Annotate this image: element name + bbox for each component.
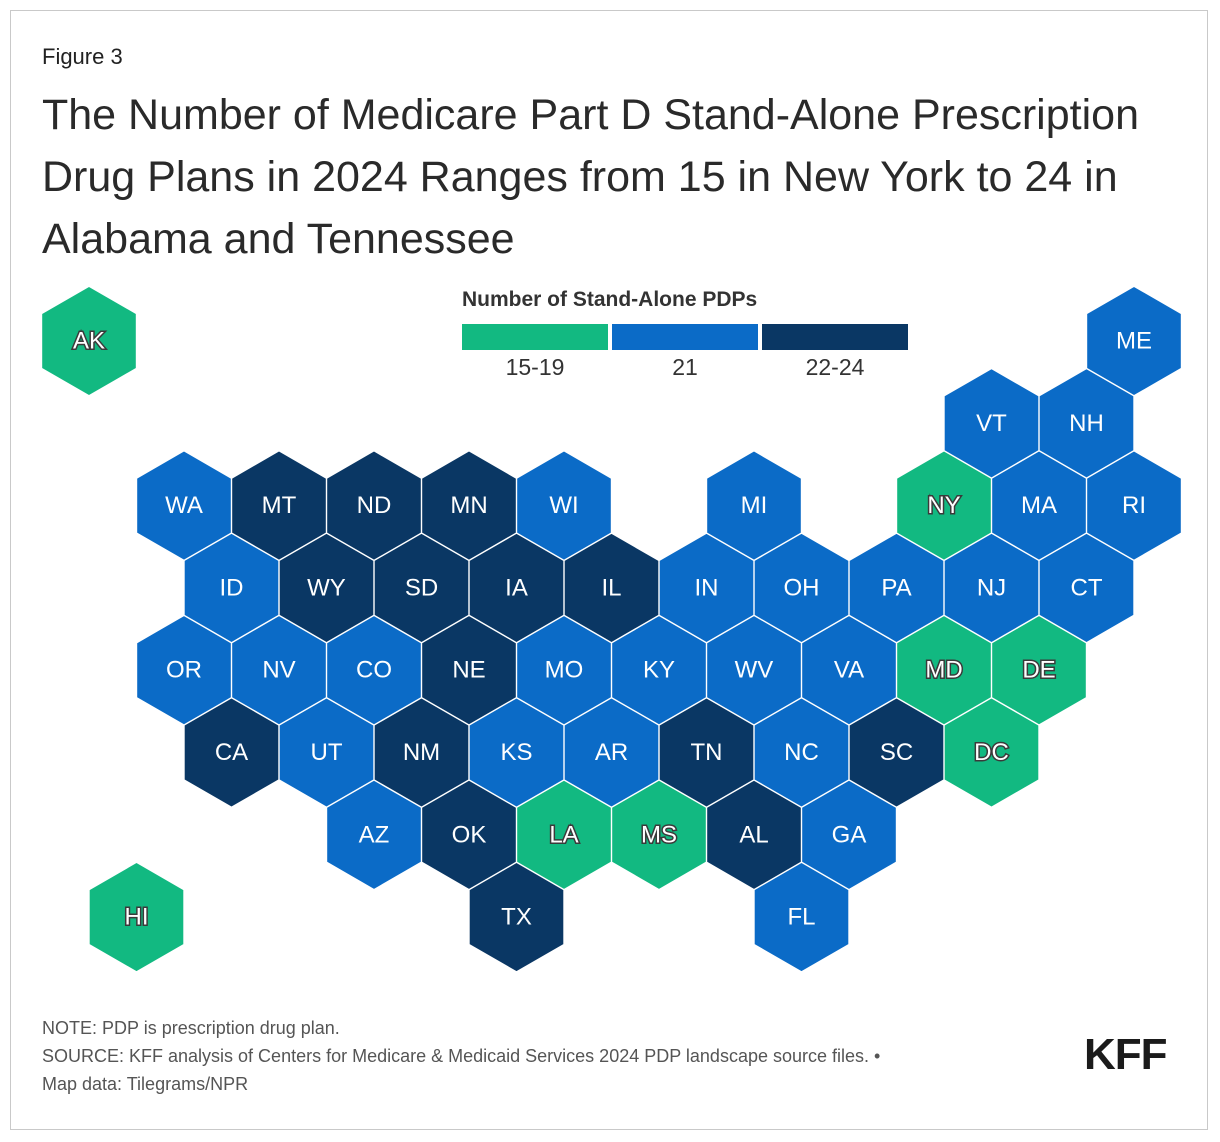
legend-label-high: 22-24 [805,354,865,380]
state-label-va: VA [834,657,864,684]
state-label-wy: WY [307,574,346,601]
note-text: NOTE: PDP is prescription drug plan. [42,1018,340,1038]
state-label-ga: GA [832,821,867,848]
state-label-nj: NJ [977,574,1006,601]
state-label-wa: WA [165,492,203,519]
state-label-tn: TN [691,739,723,766]
kff-logo: KFF [1084,1030,1168,1079]
state-label-nh: NH [1069,410,1104,437]
legend-swatch-mid [612,324,758,350]
state-label-pa: PA [881,574,911,601]
state-label-il: IL [601,574,621,601]
state-label-co: CO [356,657,392,684]
state-label-wi: WI [549,492,578,519]
state-label-ks: KS [500,739,532,766]
state-label-nm: NM [403,739,440,766]
state-label-sc: SC [880,739,913,766]
state-label-vt: VT [976,410,1007,437]
state-label-nd: ND [357,492,392,519]
state-hex-tx [468,861,565,973]
state-label-ar: AR [595,739,628,766]
state-label-mt: MT [262,492,297,519]
state-hex-ak [41,285,137,397]
state-label-ma: MA [1021,492,1057,519]
state-label-ct: CT [1071,574,1103,601]
state-label-mn: MN [450,492,487,519]
state-label-oh: OH [784,574,820,601]
state-label-me: ME [1116,328,1152,355]
state-label-hi: HI [125,904,149,931]
state-label-or: OR [166,657,202,684]
legend-label-low: 15-19 [505,354,565,380]
state-label-in: IN [695,574,719,601]
state-hex-fl [753,861,850,973]
state-label-ia: IA [505,574,528,601]
state-label-ok: OK [452,821,487,848]
state-label-mi: MI [741,492,768,519]
state-hex-dc [943,697,1040,808]
legend-label-mid: 21 [672,354,698,380]
state-label-ky: KY [643,657,675,684]
state-label-az: AZ [359,821,390,848]
state-label-ny: NY [927,492,960,519]
state-label-de: DE [1022,657,1055,684]
state-label-fl: FL [787,904,815,931]
state-label-ca: CA [215,739,248,766]
state-label-mo: MO [545,657,584,684]
figure-label: Figure 3 [42,44,123,69]
state-label-ut: UT [311,739,343,766]
state-label-ms: MS [641,821,677,848]
state-label-dc: DC [974,739,1009,766]
state-label-sd: SD [405,574,438,601]
state-label-la: LA [549,821,578,848]
legend-swatch-low [462,324,608,350]
legend-swatch-high [762,324,908,350]
page-title: The Number of Medicare Part D Stand-Alon… [42,91,1139,263]
map-data-credit: Map data: Tilegrams/NPR [42,1074,249,1094]
state-label-nv: NV [262,657,295,684]
state-label-ri: RI [1122,492,1146,519]
state-label-ne: NE [452,657,485,684]
state-label-ak: AK [73,328,105,355]
state-label-id: ID [220,574,244,601]
legend-title: Number of Stand-Alone PDPs [462,288,758,311]
source-text: SOURCE: KFF analysis of Centers for Medi… [42,1046,881,1066]
state-label-wv: WV [735,657,774,684]
state-label-nc: NC [784,739,819,766]
state-hex-hi [88,861,185,973]
state-label-al: AL [739,821,768,848]
state-label-md: MD [925,657,962,684]
state-label-tx: TX [501,904,532,931]
